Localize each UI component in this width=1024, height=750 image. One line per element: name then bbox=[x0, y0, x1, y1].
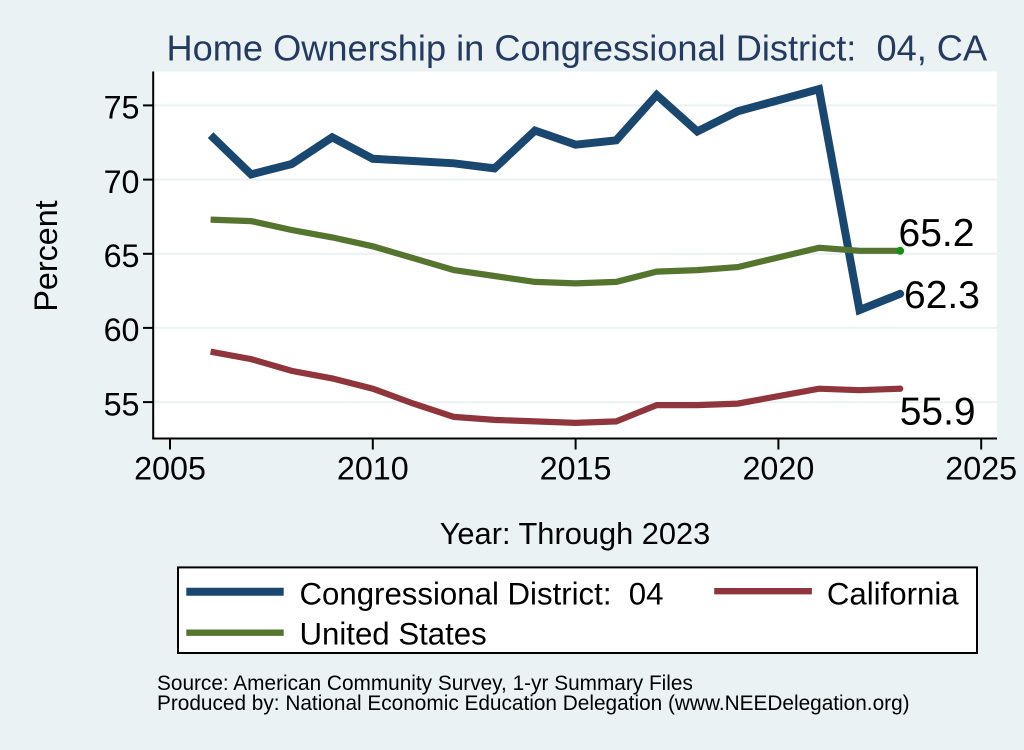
svg-text:65: 65 bbox=[104, 238, 140, 274]
svg-text:2010: 2010 bbox=[337, 451, 409, 487]
svg-text:70: 70 bbox=[104, 164, 140, 200]
svg-text:60: 60 bbox=[104, 312, 140, 348]
svg-text:2005: 2005 bbox=[134, 451, 206, 487]
svg-text:Year: Through 2023: Year: Through 2023 bbox=[440, 516, 711, 551]
svg-text:Home Ownership in Congressiona: Home Ownership in Congressional District… bbox=[167, 27, 988, 68]
svg-text:2025: 2025 bbox=[945, 451, 1017, 487]
svg-text:2020: 2020 bbox=[742, 451, 814, 487]
svg-text:Source: American Community Sur: Source: American Community Survey, 1-yr … bbox=[157, 672, 693, 695]
svg-text:Produced by: National Economic: Produced by: National Economic Education… bbox=[157, 692, 910, 715]
svg-text:2015: 2015 bbox=[540, 451, 612, 487]
svg-text:United States: United States bbox=[300, 616, 487, 651]
svg-text:55.9: 55.9 bbox=[900, 390, 976, 433]
svg-text:75: 75 bbox=[104, 90, 140, 126]
svg-text:Percent: Percent bbox=[28, 200, 64, 311]
svg-text:California: California bbox=[827, 577, 959, 612]
svg-text:65.2: 65.2 bbox=[899, 212, 975, 255]
svg-text:55: 55 bbox=[104, 386, 140, 422]
svg-text:Congressional District: 04: Congressional District: 04 bbox=[300, 577, 664, 612]
svg-text:62.3: 62.3 bbox=[904, 274, 980, 317]
